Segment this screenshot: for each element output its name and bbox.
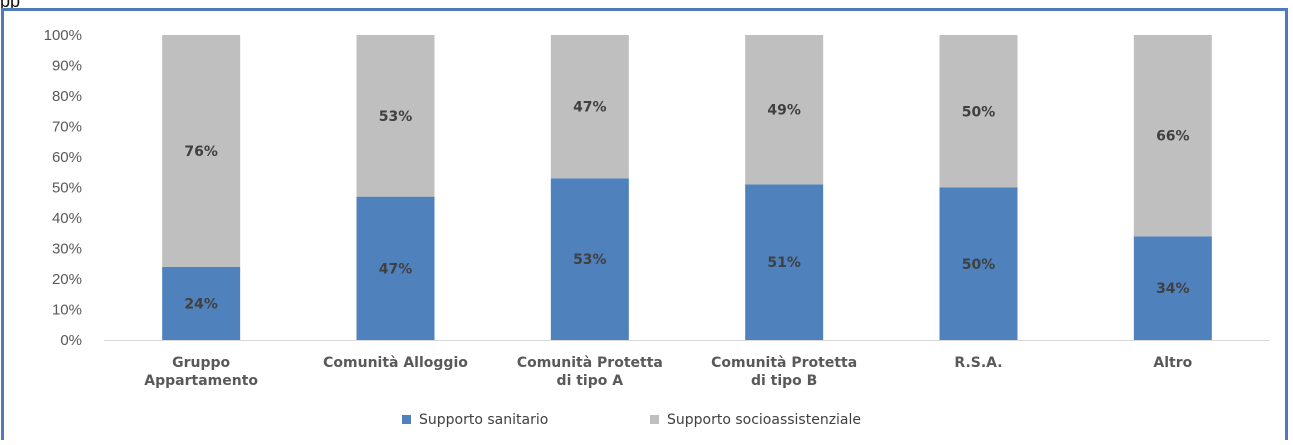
data-label: 66% xyxy=(1156,129,1190,145)
bar-segment xyxy=(356,196,435,340)
bar-segment xyxy=(939,35,1018,188)
y-tick-label: 50% xyxy=(52,180,82,197)
y-tick-label: 60% xyxy=(52,149,82,166)
y-tick-label: 70% xyxy=(52,119,82,136)
y-tick-label: 0% xyxy=(60,332,82,349)
category-labels-layer: Gruppo Appartamento Comunità Alloggio Comun… xyxy=(144,355,1192,389)
data-label: 47% xyxy=(573,100,607,116)
y-tick-label: 90% xyxy=(52,58,82,75)
bar-segment xyxy=(1133,236,1212,340)
bar-segment xyxy=(550,178,629,340)
data-label: 47% xyxy=(379,261,413,277)
y-tick-label: 10% xyxy=(52,302,82,319)
category-label: Appartamento xyxy=(144,373,258,389)
data-label: 53% xyxy=(573,252,607,268)
category-label: Comunità Protetta xyxy=(517,355,663,371)
data-label: 50% xyxy=(962,257,996,273)
category-label: di tipo A xyxy=(557,373,624,389)
data-label: 50% xyxy=(962,104,996,120)
data-label: 51% xyxy=(767,255,801,271)
y-tick-label: 80% xyxy=(52,88,82,105)
header-text-fragment: pp xyxy=(0,0,21,11)
bar-segment xyxy=(356,35,435,197)
legend-swatch xyxy=(650,415,659,424)
y-tick-label: 40% xyxy=(52,210,82,227)
bar-segment xyxy=(550,35,629,179)
data-label: 76% xyxy=(184,144,218,160)
bar-segment xyxy=(745,184,824,340)
category-label: Altro xyxy=(1153,355,1192,371)
data-label: 34% xyxy=(1156,281,1190,297)
category-label: Comunità Protetta xyxy=(711,355,857,371)
data-label: 24% xyxy=(184,296,218,312)
chart-frame xyxy=(1,8,1288,440)
bar-segment xyxy=(939,187,1018,340)
category-label: Gruppo xyxy=(172,355,230,371)
data-label: 53% xyxy=(379,109,413,125)
data-labels-layer: 24% 76% 47% 53% 53% 47% 51% 49% 50% 50% 34% 66% xyxy=(184,100,1189,313)
legend-label: Supporto socioassistenziale xyxy=(667,412,861,428)
category-label: R.S.A. xyxy=(954,355,1002,371)
category-label: Comunità Alloggio xyxy=(323,355,468,371)
y-tick-label: 30% xyxy=(52,241,82,258)
legend-swatch xyxy=(402,415,411,424)
bar-segment xyxy=(745,35,824,185)
bar-segment xyxy=(1133,35,1212,237)
legend: Supporto sanitario Supporto socioassisten… xyxy=(402,412,861,428)
data-label: 49% xyxy=(767,103,801,119)
legend-label: Supporto sanitario xyxy=(419,412,548,428)
y-tick-label: 100% xyxy=(44,27,82,44)
bar-segment xyxy=(162,35,241,267)
category-label: di tipo B xyxy=(751,373,817,389)
axis-layer: 0% 10% 20% 30% 40% 50% 60% 70% 80% 90% 100% xyxy=(44,27,1270,349)
bar-segment xyxy=(162,266,241,340)
y-tick-label: 20% xyxy=(52,271,82,288)
bars-layer xyxy=(162,35,1212,340)
